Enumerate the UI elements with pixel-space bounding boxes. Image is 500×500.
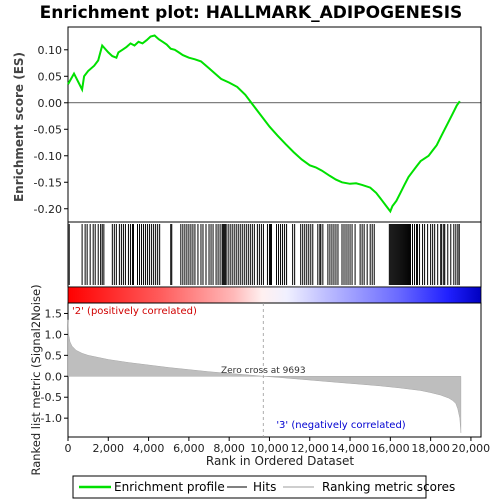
x-tick-label: 4,000 xyxy=(133,442,165,455)
legend-frame xyxy=(72,475,427,499)
enrichment-profile-line xyxy=(67,34,461,214)
es-y-tick-label: -0.20 xyxy=(34,203,62,216)
hits-panel-frame xyxy=(67,221,482,288)
zero-cross-annotation: Zero cross at 9693 xyxy=(221,366,306,376)
metric-y-tick-label: 0.5 xyxy=(45,349,63,362)
es-y-tick-label: 0.05 xyxy=(38,70,63,83)
x-tick-label: 20,000 xyxy=(452,442,491,455)
legend-metric-label: Ranking metric scores xyxy=(322,480,455,494)
rank-color-bar xyxy=(67,286,482,304)
ranking-metric-area xyxy=(67,319,462,433)
hits-panel xyxy=(67,221,482,288)
metric-y-tick-label: 0.0 xyxy=(45,370,63,383)
negative-correlation-label: '3' (negatively correlated) xyxy=(276,420,405,431)
metric-panel: 1.5 1.0 0.5 0.0 -0.5 -1.0 0 2,000 4,000 6,000 8,0… xyxy=(29,284,490,475)
hits-lines xyxy=(68,224,460,285)
es-y-tick-label: -0.15 xyxy=(34,176,62,189)
positive-correlation-label: '2' (positively correlated) xyxy=(72,306,197,317)
legend-hits-label: Hits xyxy=(253,480,276,494)
metric-y-tick-label: 1.5 xyxy=(45,307,63,320)
x-tick-label: 10,000 xyxy=(250,442,289,455)
metric-y-axis: 1.5 1.0 0.5 0.0 -0.5 -1.0 xyxy=(41,307,68,425)
es-panel: 0.10 0.05 0.00 -0.05 -0.10 -0.15 -0.20 Enrichm… xyxy=(12,26,482,223)
x-tick-label: 2,000 xyxy=(93,442,125,455)
es-y-axis: 0.10 0.05 0.00 -0.05 -0.10 -0.15 -0.20 xyxy=(34,44,68,216)
metric-y-tick-label: -1.0 xyxy=(41,412,62,425)
x-tick-label: 0 xyxy=(65,442,72,455)
x-tick-label: 6,000 xyxy=(173,442,205,455)
metric-y-axis-label: Ranked list metric (Signal2Noise) xyxy=(29,284,43,475)
x-tick-label: 18,000 xyxy=(411,442,450,455)
es-y-tick-label: 0.00 xyxy=(38,97,63,110)
x-axis-label: Rank in Ordered Dataset xyxy=(206,454,354,468)
es-panel-frame xyxy=(67,26,482,223)
legend-enrichment-label: Enrichment profile xyxy=(114,480,225,494)
es-y-axis-label: Enrichment score (ES) xyxy=(12,52,26,202)
metric-x-axis: 0 2,000 4,000 6,000 8,000 10,000 12,000 14,000 1… xyxy=(65,437,491,455)
x-tick-label: 16,000 xyxy=(371,442,410,455)
es-y-tick-label: -0.05 xyxy=(34,123,62,136)
plot-title: Enrichment plot: HALLMARK_ADIPOGENESIS xyxy=(40,3,463,23)
metric-y-tick-label: 1.0 xyxy=(45,328,63,341)
es-y-tick-label: 0.10 xyxy=(38,44,63,57)
x-tick-label: 12,000 xyxy=(291,442,330,455)
x-tick-label: 8,000 xyxy=(213,442,245,455)
legend: Enrichment profile Hits Ranking metric s… xyxy=(72,475,455,499)
es-y-tick-label: -0.10 xyxy=(34,150,62,163)
metric-y-tick-label: -0.5 xyxy=(41,391,62,404)
x-tick-label: 14,000 xyxy=(331,442,370,455)
